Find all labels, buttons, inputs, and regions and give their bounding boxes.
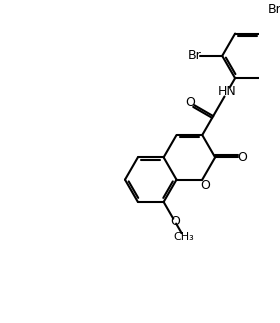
Text: CH₃: CH₃ (174, 232, 194, 242)
Text: O: O (170, 215, 180, 228)
Text: O: O (185, 96, 195, 109)
Text: HN: HN (218, 85, 237, 98)
Text: Br: Br (188, 49, 202, 62)
Text: O: O (237, 151, 247, 164)
Text: O: O (200, 179, 210, 192)
Text: Br: Br (268, 3, 280, 16)
